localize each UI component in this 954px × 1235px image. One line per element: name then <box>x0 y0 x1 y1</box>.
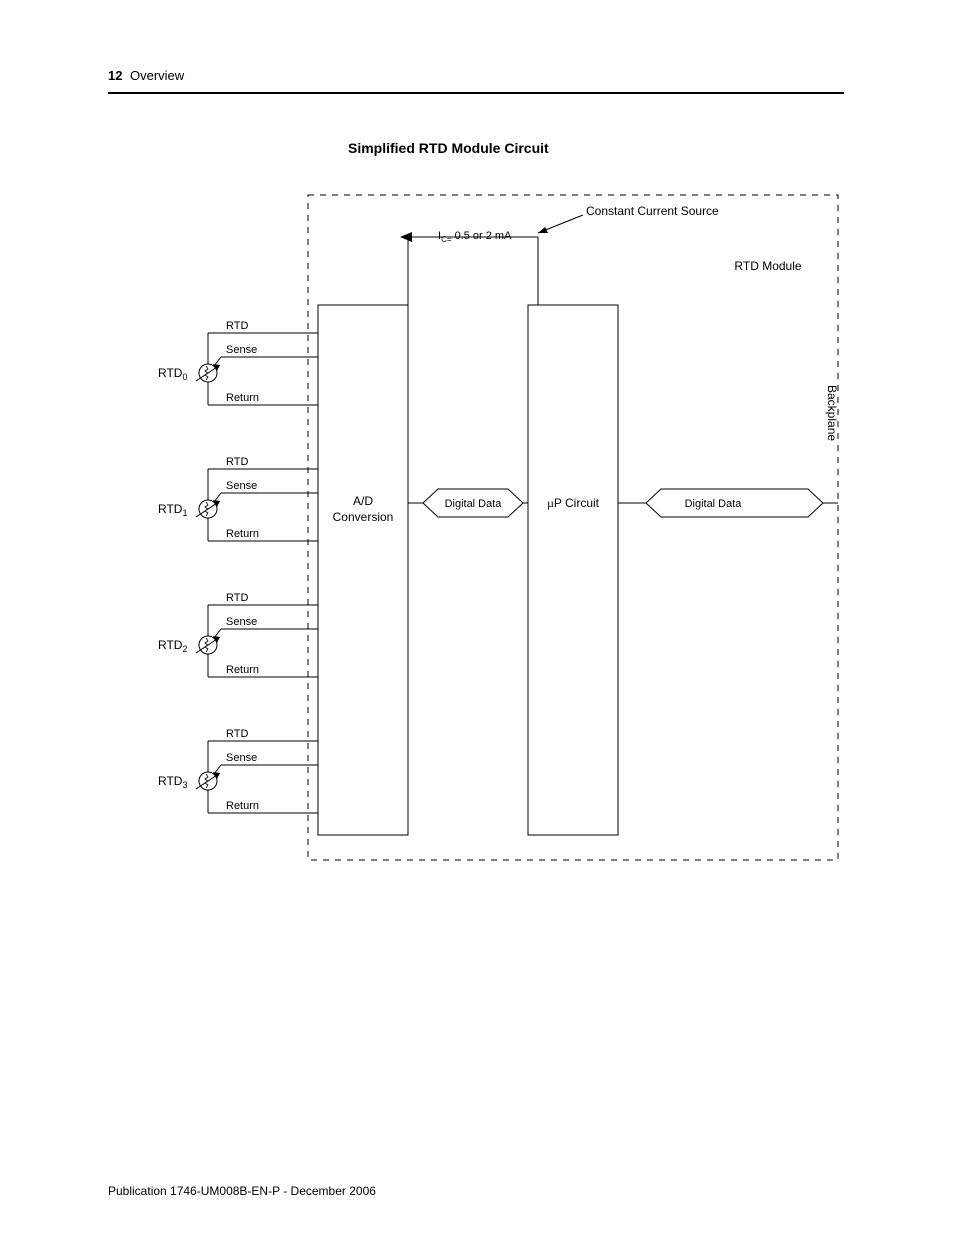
sense-line-label: Sense <box>226 752 257 764</box>
return-line-label: Return <box>226 800 259 812</box>
section-title: Overview <box>130 68 184 83</box>
ad-label-1: A/D <box>353 494 373 508</box>
rtd-channel-1: RTD1 RTD Sense Return <box>158 456 318 541</box>
ic-label: IC= 0.5 or 2 mA <box>438 230 512 244</box>
ad-label-2: Conversion <box>333 510 394 524</box>
rtd-channel-label: RTD0 <box>158 366 187 382</box>
rtd-channel-3: RTD3 RTD Sense Return <box>158 728 318 813</box>
digital-data-arrow-1: Digital Data <box>423 489 523 517</box>
rtd-channel-0: RTD0 RTD Sense Return <box>158 320 318 405</box>
ccs-label: Constant Current Source <box>586 204 719 218</box>
sense-line-label: Sense <box>226 616 257 628</box>
page-number: 12 <box>108 68 122 83</box>
ccs-leader-arrowhead <box>538 227 548 233</box>
module-label: RTD Module <box>734 259 801 273</box>
publication-footer: Publication 1746-UM008B-EN-P - December … <box>108 1184 376 1198</box>
rtd-channel-label: RTD3 <box>158 774 187 790</box>
rtd-line-label: RTD <box>226 728 248 740</box>
dd1-label: Digital Data <box>445 498 503 510</box>
sense-line-label: Sense <box>226 480 257 492</box>
rtd-line-label: RTD <box>226 320 248 332</box>
rtd-channel-2: RTD2 RTD Sense Return <box>158 592 318 677</box>
header-rule <box>108 92 844 94</box>
figure-title: Simplified RTD Module Circuit <box>348 140 549 156</box>
rtd-channel-label: RTD2 <box>158 638 187 654</box>
up-label: µP Circuit <box>547 496 600 510</box>
return-line-label: Return <box>226 392 259 404</box>
backplane-label: Backplane <box>825 385 839 441</box>
rtd-circuit-diagram: RTD Module Constant Current Source IC= 0… <box>108 185 848 885</box>
ad-block <box>318 305 408 835</box>
up-block <box>528 305 618 835</box>
dd2-label: Digital Data <box>685 498 743 510</box>
rtd-line-label: RTD <box>226 456 248 468</box>
sense-line-label: Sense <box>226 344 257 356</box>
ccs-arrow-left <box>400 232 412 242</box>
digital-data-arrow-2: Digital Data <box>646 489 823 517</box>
rtd-line-label: RTD <box>226 592 248 604</box>
return-line-label: Return <box>226 528 259 540</box>
rtd-channel-label: RTD1 <box>158 502 187 518</box>
return-line-label: Return <box>226 664 259 676</box>
